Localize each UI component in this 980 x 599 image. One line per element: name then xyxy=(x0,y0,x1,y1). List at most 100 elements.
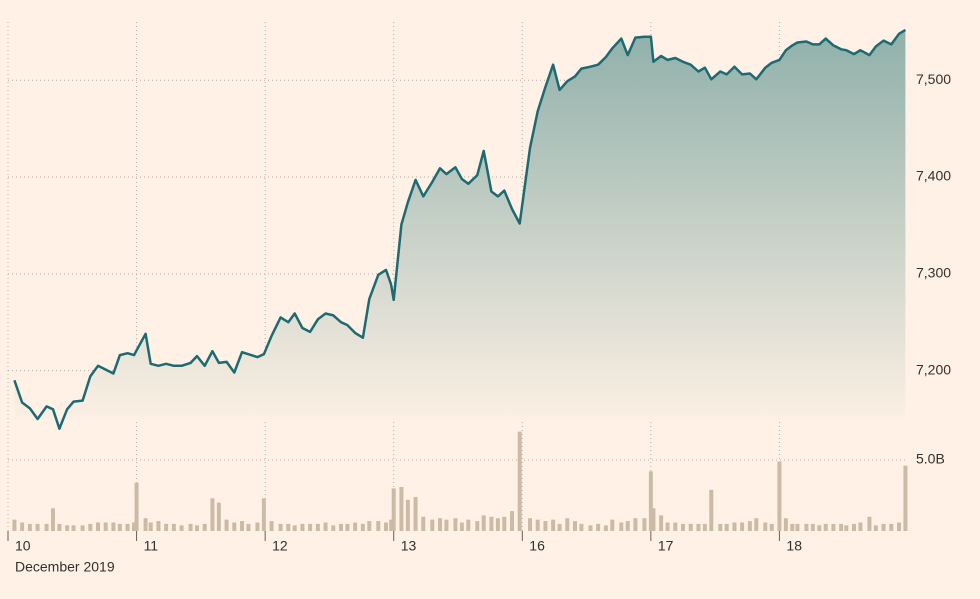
price-line xyxy=(13,28,907,430)
volume-bar xyxy=(642,518,647,531)
x-tick-label: 18 xyxy=(786,538,802,554)
volume-bar xyxy=(255,522,260,531)
x-tick-label: 13 xyxy=(401,538,417,554)
volume-bar xyxy=(489,516,494,531)
volume-bar xyxy=(528,518,532,531)
volume-bar xyxy=(444,519,449,531)
y-tick-label: 7,500 xyxy=(916,71,951,87)
volume-bar xyxy=(673,522,678,531)
volume-bar xyxy=(557,523,562,531)
volume-bar xyxy=(795,523,800,531)
volume-bar xyxy=(702,523,707,531)
volume-bar xyxy=(57,523,62,531)
volume-bar xyxy=(44,523,49,531)
volume-bar xyxy=(777,461,782,531)
volume-bar xyxy=(903,465,908,531)
volume-bar xyxy=(783,518,788,531)
volume-bar xyxy=(709,489,714,531)
volume-bar xyxy=(790,523,795,531)
volume-bar xyxy=(224,519,229,531)
volume-bar xyxy=(867,516,872,531)
volume-bar xyxy=(345,523,350,531)
volume-bar xyxy=(517,431,522,531)
volume-bar xyxy=(852,523,856,531)
volume-bar xyxy=(20,522,25,531)
volume-bar xyxy=(633,518,638,531)
volume-bar xyxy=(659,515,664,531)
volume-bar xyxy=(648,471,653,531)
volume-bar xyxy=(619,522,624,531)
volume-bar xyxy=(681,523,685,531)
volume-bar xyxy=(188,523,193,531)
volume-bar xyxy=(823,523,828,531)
volume-bar xyxy=(367,521,372,531)
volume-bar xyxy=(179,525,184,531)
volume-bar xyxy=(481,515,486,531)
volume-bar xyxy=(376,521,381,531)
volume-bar xyxy=(391,488,396,531)
volume-bar xyxy=(315,523,320,531)
volume-bar xyxy=(405,499,410,531)
x-tick-label: 10 xyxy=(15,538,31,554)
x-axis-label: December 2019 xyxy=(15,559,115,575)
volume-bar xyxy=(579,523,584,531)
volume-bar xyxy=(495,518,500,531)
volume-bar xyxy=(308,523,313,531)
volume-bar xyxy=(475,521,480,531)
volume-bar xyxy=(51,508,55,531)
volume-bar xyxy=(246,523,251,531)
volume-bar xyxy=(651,508,656,531)
volume-bar xyxy=(286,523,291,531)
volume-bar xyxy=(71,525,76,531)
volume-bar xyxy=(35,523,40,531)
volume-bar xyxy=(459,522,464,531)
volume-bar xyxy=(360,523,365,531)
volume-bar xyxy=(858,522,863,531)
price-area xyxy=(14,29,906,429)
volume-bar xyxy=(88,523,93,531)
volume-bar xyxy=(156,521,161,531)
volume-bar xyxy=(65,525,70,531)
volume-bar xyxy=(421,516,426,531)
volume-bar xyxy=(688,523,693,531)
volume-bar xyxy=(718,523,723,531)
volume-bar xyxy=(453,518,458,531)
volume-bar xyxy=(339,523,343,531)
volume-bar xyxy=(625,521,630,531)
volume-bar xyxy=(665,522,670,531)
volume-bar xyxy=(171,523,176,531)
y2-tick-label: 5.0B xyxy=(916,451,945,467)
volume-bar xyxy=(331,525,336,531)
volume-bar xyxy=(603,525,608,531)
x-tick-label: 12 xyxy=(272,538,288,554)
volume-bar xyxy=(300,523,305,531)
volume-bar xyxy=(134,482,139,531)
volume-bar xyxy=(897,522,901,531)
volume-bar xyxy=(754,518,759,531)
volume-bar xyxy=(292,525,297,531)
volume-bar xyxy=(143,518,148,531)
volume-bar xyxy=(817,525,822,531)
volume-bar xyxy=(80,525,85,531)
volume-bar xyxy=(103,522,108,531)
volume-bar xyxy=(747,521,752,531)
volume-bar xyxy=(269,521,274,531)
volume-bar xyxy=(12,519,17,531)
volume-bar xyxy=(873,525,878,531)
volume-bar xyxy=(763,522,768,531)
volume-bar xyxy=(96,522,100,531)
volume-bar xyxy=(210,498,215,531)
volume-bar xyxy=(117,523,122,531)
volume-bar xyxy=(389,519,394,531)
volume-bar xyxy=(732,522,737,531)
volume-bar xyxy=(565,518,570,531)
volume-bar xyxy=(831,523,836,531)
volume-bar xyxy=(111,522,116,531)
y-tick-label: 7,300 xyxy=(916,265,951,281)
volume-bar xyxy=(195,525,199,531)
volume-bar xyxy=(132,522,136,531)
volume-bar xyxy=(724,523,729,531)
volume-bar xyxy=(413,496,418,531)
